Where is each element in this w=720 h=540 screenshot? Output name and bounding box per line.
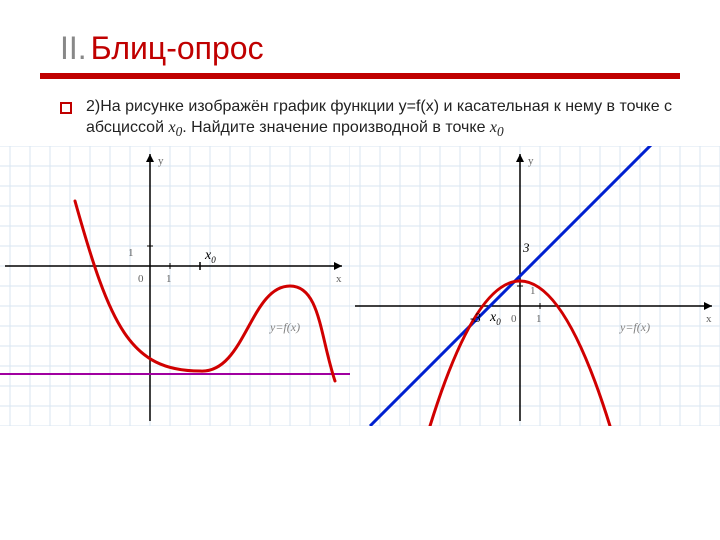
chart-right: xy011-33x0y=f(x) (350, 146, 720, 426)
svg-text:y: y (158, 155, 164, 167)
svg-text:3: 3 (522, 240, 530, 255)
chart-left: xy101x0y=f(x) (0, 146, 350, 426)
svg-text:0: 0 (511, 313, 517, 325)
svg-text:x: x (706, 313, 712, 325)
svg-text:1: 1 (530, 285, 536, 297)
svg-text:y=f(x): y=f(x) (619, 320, 650, 334)
bullet-square (60, 102, 72, 114)
title-row: II. Блиц-опрос (60, 30, 680, 67)
svg-text:0: 0 (138, 273, 144, 285)
body-part-2: . Найдите значение производной в точке (182, 119, 490, 136)
title-underline (40, 73, 680, 79)
body-row: 2)На рисунке изображён график функции y=… (60, 97, 680, 140)
title-roman: II. (60, 30, 87, 67)
svg-text:x: x (336, 273, 342, 285)
x0-inline-b: x0 (490, 119, 504, 136)
x0-inline-a: x0 (168, 119, 182, 136)
svg-text:y=f(x): y=f(x) (269, 320, 300, 334)
svg-text:1: 1 (536, 313, 542, 325)
svg-text:y: y (528, 155, 534, 167)
svg-text:1: 1 (128, 247, 134, 259)
svg-text:-3: -3 (470, 310, 481, 325)
body-text: 2)На рисунке изображён график функции y=… (86, 97, 680, 140)
title-text: Блиц-опрос (91, 30, 264, 67)
svg-text:1: 1 (166, 273, 172, 285)
charts-row: xy101x0y=f(x) xy011-33x0y=f(x) (0, 146, 680, 426)
